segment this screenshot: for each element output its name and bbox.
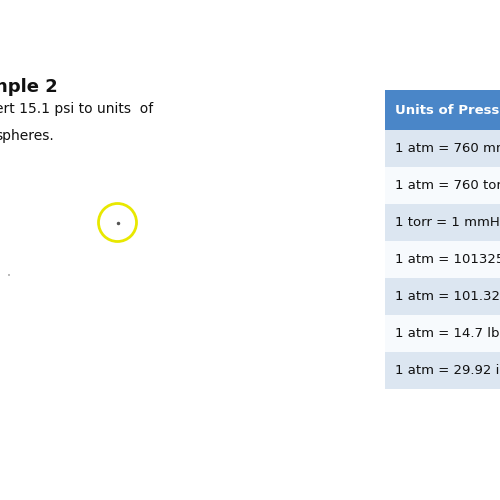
FancyBboxPatch shape [385,315,500,352]
Text: 1 atm = 29.92 in: 1 atm = 29.92 in [395,364,500,377]
Text: 1 torr = 1 mmH: 1 torr = 1 mmH [395,216,500,229]
Text: 1 atm = 101.32: 1 atm = 101.32 [395,290,500,303]
FancyBboxPatch shape [385,90,500,130]
FancyBboxPatch shape [385,204,500,241]
Text: Units of Pressu: Units of Pressu [395,104,500,117]
Text: 1 atm = 760 tor: 1 atm = 760 tor [395,179,500,192]
Text: 1 atm = 760 mm: 1 atm = 760 mm [395,142,500,155]
Text: ert 15.1 psi to units  of: ert 15.1 psi to units of [0,102,153,117]
Text: •: • [8,272,12,278]
Text: 1 atm = 14.7 lbs: 1 atm = 14.7 lbs [395,327,500,340]
FancyBboxPatch shape [385,278,500,315]
Text: 1 atm = 101325: 1 atm = 101325 [395,253,500,266]
FancyBboxPatch shape [385,167,500,204]
FancyBboxPatch shape [385,130,500,167]
FancyBboxPatch shape [385,352,500,389]
Text: spheres.: spheres. [0,129,54,143]
FancyBboxPatch shape [385,241,500,278]
Text: nple 2: nple 2 [0,78,58,96]
